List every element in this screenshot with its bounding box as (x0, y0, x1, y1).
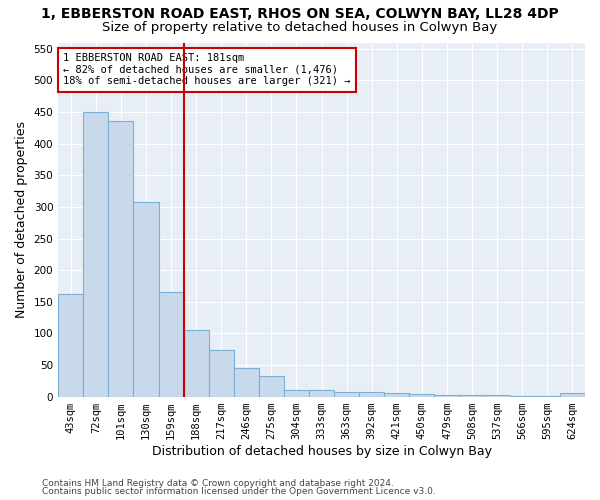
Text: Contains public sector information licensed under the Open Government Licence v3: Contains public sector information licen… (42, 487, 436, 496)
Y-axis label: Number of detached properties: Number of detached properties (15, 121, 28, 318)
Text: 1 EBBERSTON ROAD EAST: 181sqm
← 82% of detached houses are smaller (1,476)
18% o: 1 EBBERSTON ROAD EAST: 181sqm ← 82% of d… (64, 53, 351, 86)
Bar (385, 394, 409, 396)
Bar (560, 394, 585, 396)
Bar (184, 330, 209, 396)
Bar (284, 390, 309, 396)
Bar (133, 202, 158, 396)
Text: 1, EBBERSTON ROAD EAST, RHOS ON SEA, COLWYN BAY, LL28 4DP: 1, EBBERSTON ROAD EAST, RHOS ON SEA, COL… (41, 8, 559, 22)
Bar (234, 368, 259, 396)
Bar (109, 121, 133, 396)
Text: Size of property relative to detached houses in Colwyn Bay: Size of property relative to detached ho… (103, 21, 497, 34)
X-axis label: Distribution of detached houses by size in Colwyn Bay: Distribution of detached houses by size … (152, 444, 491, 458)
Bar (460, 394, 485, 396)
Bar (58, 294, 83, 397)
Bar (309, 390, 334, 396)
Text: Contains HM Land Registry data © Crown copyright and database right 2024.: Contains HM Land Registry data © Crown c… (42, 478, 394, 488)
Bar (334, 392, 359, 396)
Bar (83, 112, 109, 397)
Bar (359, 392, 385, 396)
Bar (409, 394, 434, 396)
Bar (259, 376, 284, 396)
Bar (209, 350, 234, 397)
Bar (158, 292, 184, 397)
